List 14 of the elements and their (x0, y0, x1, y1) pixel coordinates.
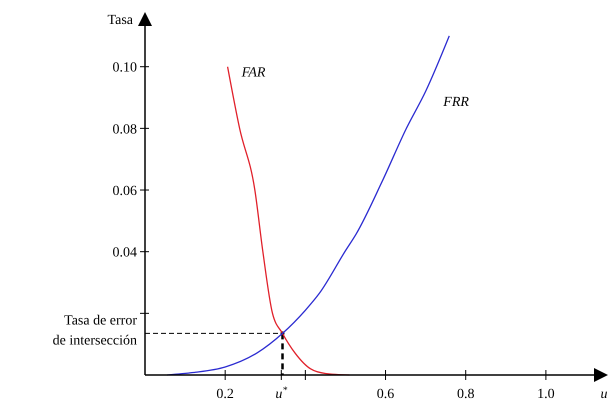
x-tick-label: 0.6 (376, 387, 394, 402)
x-tick-label: 0.8 (456, 387, 474, 402)
annotation: Tasa de error de intersección (52, 313, 138, 348)
x-axis-title: u (600, 387, 608, 402)
y-axis-title: Tasa (108, 13, 134, 28)
x-tick-label: 1.0 (537, 387, 555, 402)
series-label: FAR (240, 66, 266, 81)
series-label: FRR (442, 94, 470, 110)
y-tick-label: 0.08 (112, 122, 137, 138)
x-tick-label: u$^{*}$ (275, 384, 288, 402)
y-tick-label: 0.10 (112, 60, 137, 76)
y-tick-label: 0.04 (112, 246, 137, 261)
x-tick-label: 0.2 (216, 387, 234, 402)
y-tick-label: 0.06 (112, 184, 137, 200)
